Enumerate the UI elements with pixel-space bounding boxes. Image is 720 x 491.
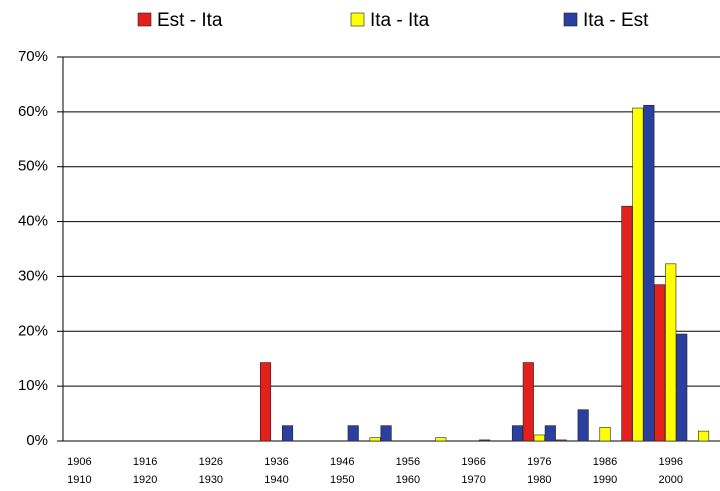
y-tick-label: 60% xyxy=(18,103,48,120)
bar xyxy=(676,333,688,442)
legend-swatch xyxy=(563,12,578,27)
bar xyxy=(643,104,655,442)
legend-swatch xyxy=(350,12,365,27)
bar xyxy=(533,434,545,442)
bar xyxy=(347,425,359,442)
y-tick-label: 30% xyxy=(18,267,48,284)
bar xyxy=(544,425,556,442)
bar xyxy=(522,362,534,442)
bar xyxy=(259,362,272,442)
bar xyxy=(577,409,589,442)
y-tick-label: 50% xyxy=(18,158,48,175)
bar xyxy=(665,263,677,442)
x-tick-label: 1956 1960 xyxy=(396,456,420,486)
bar xyxy=(369,437,381,442)
x-tick-label: 1996 2000 xyxy=(658,456,682,486)
bar xyxy=(555,439,567,442)
x-tick-label: 1936 1940 xyxy=(264,456,288,486)
x-tick-label: 1966 1970 xyxy=(461,456,485,486)
x-tick-label: 1916 1920 xyxy=(133,456,157,486)
x-tick-label: 1946 1950 xyxy=(330,456,354,486)
bar xyxy=(511,425,524,442)
bar xyxy=(435,437,447,442)
y-tick-label: 40% xyxy=(18,213,48,230)
bar xyxy=(632,107,644,442)
x-tick-label: 1986 1990 xyxy=(593,456,617,486)
legend-label: Est - Ita xyxy=(157,10,223,31)
x-tick-label: 1926 1930 xyxy=(199,456,223,486)
y-tick-label: 0% xyxy=(26,432,48,449)
bar xyxy=(281,425,294,442)
bar xyxy=(621,205,633,442)
y-tick-label: 20% xyxy=(18,322,48,339)
legend-swatch xyxy=(137,12,152,27)
legend-label: Ita - Ita xyxy=(370,10,430,31)
bar xyxy=(479,439,491,442)
bar xyxy=(380,425,392,442)
x-tick-label: 1976 1980 xyxy=(527,456,551,486)
y-tick-label: 10% xyxy=(18,377,48,394)
legend-label: Ita - Est xyxy=(583,10,649,31)
y-tick-label: 70% xyxy=(18,48,48,65)
bar xyxy=(599,426,611,442)
bar xyxy=(698,430,710,442)
x-tick-label: 1906 1910 xyxy=(67,456,91,486)
bar xyxy=(654,284,666,442)
